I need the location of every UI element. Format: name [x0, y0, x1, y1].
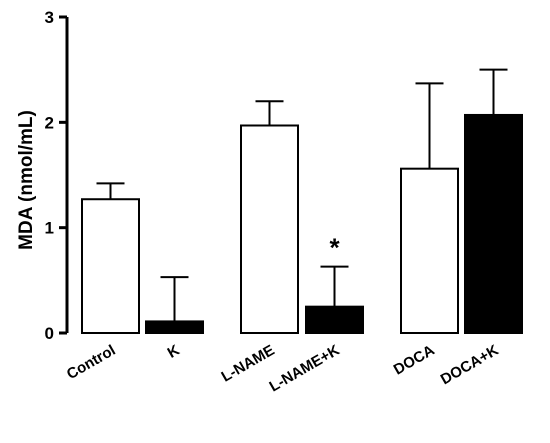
y-tick-label-3: 3 — [45, 8, 54, 27]
bar-l-name-k — [305, 305, 364, 334]
x-label-k: K — [165, 342, 183, 362]
x-label-doca: DOCA — [391, 342, 438, 379]
x-label-l-name-k: L-NAME+K — [267, 342, 343, 396]
bar-k — [145, 320, 204, 334]
y-tick-label-2: 2 — [45, 113, 54, 132]
bar-l-name — [240, 124, 299, 334]
bar-control — [81, 198, 140, 334]
x-label-doca-k: DOCA+K — [438, 342, 502, 389]
bar-doca — [400, 167, 459, 334]
y-tick-label-1: 1 — [45, 219, 54, 238]
bar-doca-k — [464, 113, 523, 334]
significance-marker-0: * — [329, 233, 340, 263]
y-tick-label-0: 0 — [45, 324, 54, 343]
y-axis-title: MDA (nmol/mL) — [16, 110, 37, 250]
x-label-control: Control — [64, 342, 119, 383]
